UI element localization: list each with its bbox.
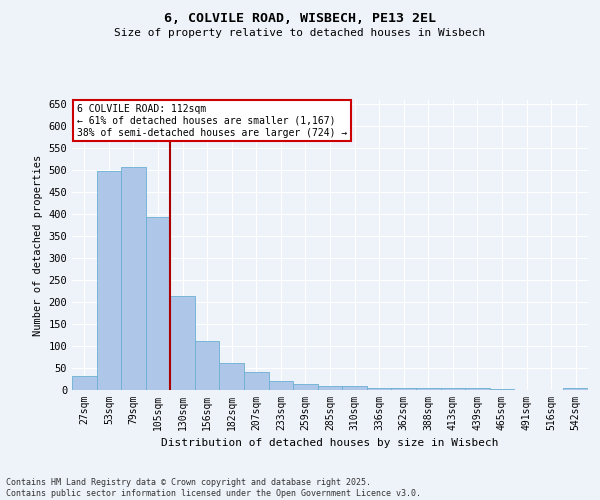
Text: Size of property relative to detached houses in Wisbech: Size of property relative to detached ho… [115,28,485,38]
Text: Contains HM Land Registry data © Crown copyright and database right 2025.
Contai: Contains HM Land Registry data © Crown c… [6,478,421,498]
Bar [367,388,391,390]
Bar [269,381,293,390]
Bar [97,171,121,390]
Bar [293,384,318,390]
Bar [244,372,269,390]
Bar [121,167,146,390]
Y-axis label: Number of detached properties: Number of detached properties [33,154,43,336]
Bar [391,388,416,390]
X-axis label: Distribution of detached houses by size in Wisbech: Distribution of detached houses by size … [161,438,499,448]
Text: 6 COLVILE ROAD: 112sqm
← 61% of detached houses are smaller (1,167)
38% of semi-: 6 COLVILE ROAD: 112sqm ← 61% of detached… [77,104,347,138]
Bar [146,218,170,390]
Bar [72,376,97,390]
Bar [465,388,490,390]
Bar [490,389,514,390]
Bar [416,388,440,390]
Bar [440,388,465,390]
Bar [318,386,342,390]
Bar [563,388,588,390]
Text: 6, COLVILE ROAD, WISBECH, PE13 2EL: 6, COLVILE ROAD, WISBECH, PE13 2EL [164,12,436,26]
Bar [195,341,220,390]
Bar [342,386,367,390]
Bar [220,363,244,390]
Bar [170,296,195,390]
